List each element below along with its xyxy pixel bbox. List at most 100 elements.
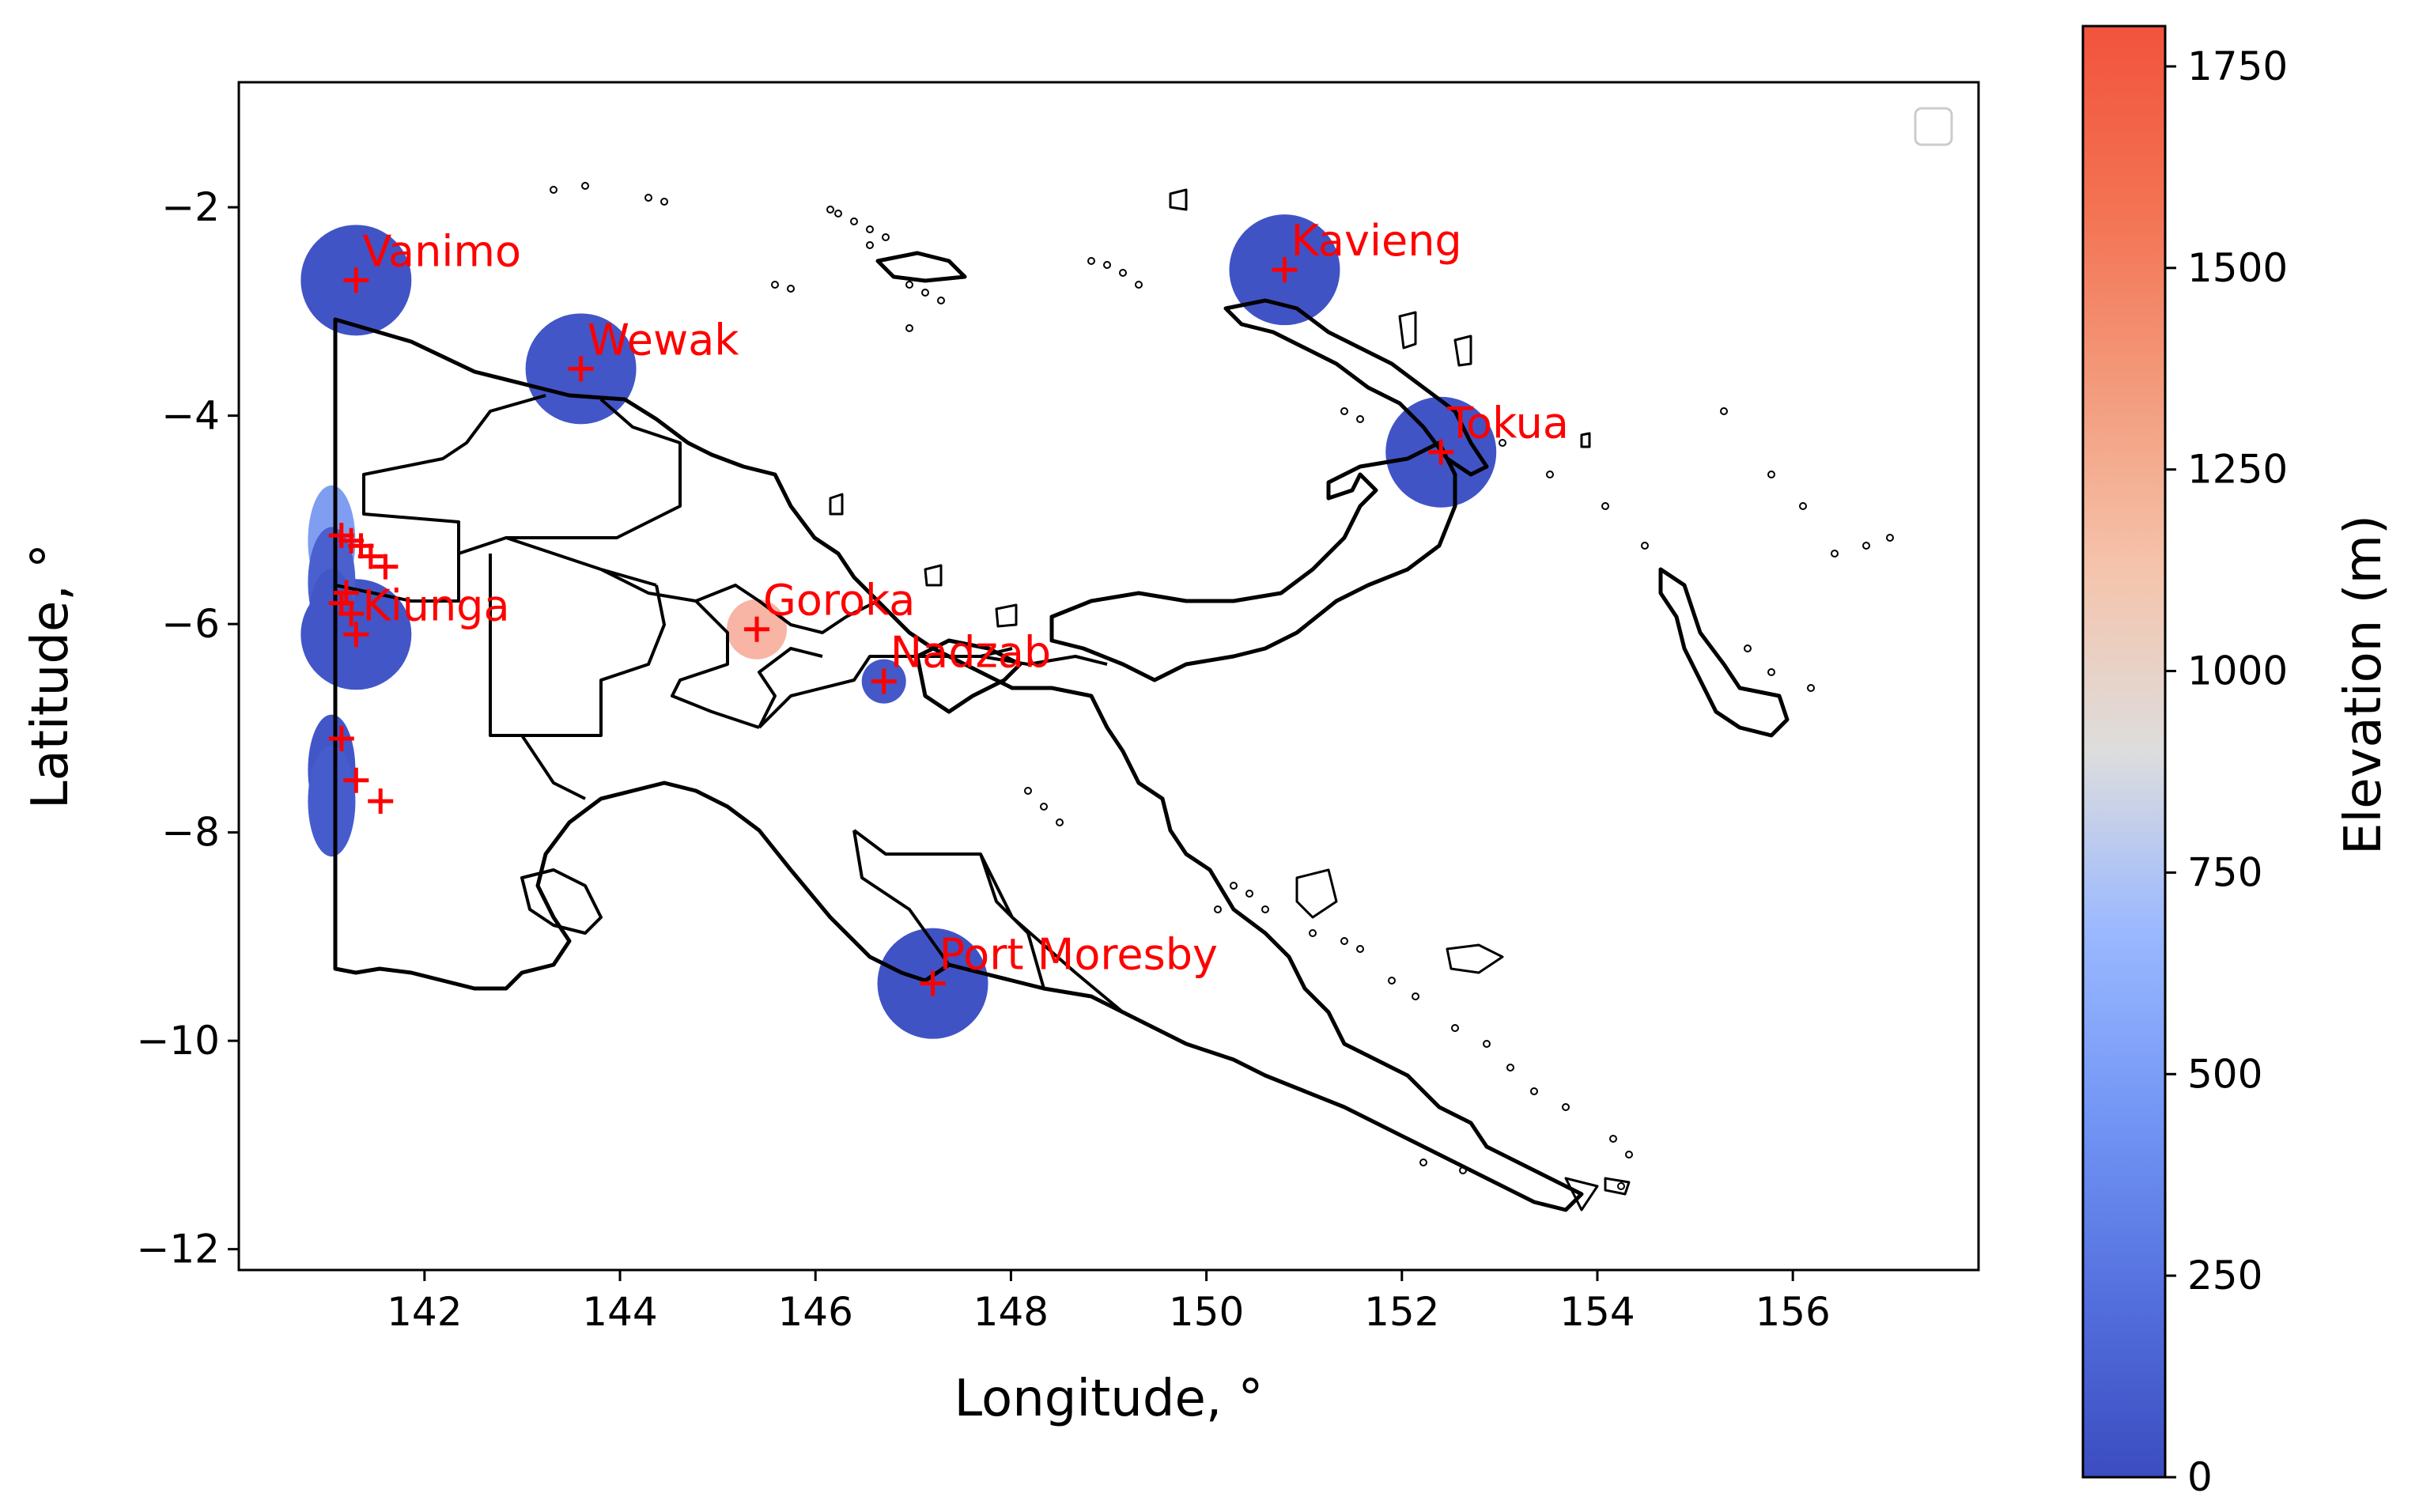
city-marker: [920, 970, 946, 996]
city-markers: [328, 257, 1454, 996]
islet: [1040, 803, 1048, 811]
islet: [1483, 1040, 1491, 1048]
islet: [1309, 929, 1317, 937]
islet: [921, 289, 929, 297]
mainland-outline: [333, 317, 1584, 1212]
y-tick-label: −10: [136, 1018, 220, 1064]
islet: [1214, 905, 1222, 913]
city-marker: [568, 356, 594, 382]
x-tick-label: 144: [582, 1289, 657, 1335]
legend-box: [1914, 107, 1953, 146]
huon-outline: [915, 638, 1022, 714]
new-britain-outline: [1049, 440, 1457, 682]
colorbar-gradient: [2081, 25, 2167, 1479]
elevation-patch: [308, 569, 356, 680]
bougainville-outline: [1658, 567, 1790, 738]
colorbar-label: Elevation (m): [2334, 515, 2393, 855]
y-tick-label: −8: [161, 810, 220, 856]
colorbar-tick-label: 500: [2187, 1051, 2262, 1097]
city-label: Nadzab: [890, 628, 1051, 678]
colorbar-ticks: 0 250 500 750 1000 1250 1500 1750: [2165, 43, 2288, 1500]
x-tick-label: 150: [1169, 1289, 1244, 1335]
city-marker: [333, 580, 359, 606]
islet: [1499, 439, 1506, 447]
x-tick-label: 156: [1755, 1289, 1830, 1335]
islet: [1340, 937, 1348, 945]
y-axis-label: Latitude, °: [21, 543, 80, 809]
islet: [1562, 1103, 1570, 1111]
islet: [1767, 668, 1775, 676]
islet: [1886, 534, 1894, 542]
islet: [1135, 281, 1143, 289]
colorbar-tick-label: 0: [2187, 1454, 2213, 1500]
city-marker: [343, 622, 369, 648]
islet: [644, 194, 652, 202]
city-marker: [368, 788, 394, 815]
islet: [1506, 1064, 1514, 1072]
islet: [866, 241, 874, 249]
islet: [905, 324, 913, 332]
colorbar-tick-label: 1500: [2187, 245, 2288, 291]
islet: [1720, 407, 1728, 415]
islet: [1230, 882, 1238, 890]
city-label: Vanimo: [362, 226, 521, 276]
y-axis-ticks: −2 −4 −6 −8 −10 −12: [136, 184, 239, 1272]
islet: [550, 186, 558, 194]
y-tick-label: −6: [161, 601, 220, 647]
islet: [1641, 542, 1649, 550]
small-islands: [550, 182, 1894, 1190]
islet: [1807, 684, 1815, 692]
city-marker: [871, 668, 897, 694]
city-marker: [744, 616, 770, 642]
city-label: Tokua: [1446, 399, 1569, 448]
city-label: Goroka: [763, 576, 915, 626]
islet: [905, 281, 913, 289]
north-islands-outline: [829, 188, 1631, 1211]
islet: [787, 285, 795, 293]
fly-delta-outline: [520, 868, 603, 935]
islet: [771, 281, 779, 289]
x-tick-label: 154: [1559, 1289, 1635, 1335]
city-labels: Vanimo Wewak Kavieng Tokua Kiunga GorokaNadza…: [362, 216, 1569, 980]
y-tick-label: −2: [161, 184, 220, 230]
x-axis-ticks: 142 144 146 148 150 152 154 156: [387, 1270, 1831, 1335]
elevation-patch: [308, 746, 356, 857]
islet: [1625, 1151, 1633, 1159]
islet: [1609, 1135, 1617, 1143]
islet: [1744, 644, 1752, 652]
islet: [660, 198, 668, 206]
coastline-outlines: [333, 188, 1790, 1212]
islet: [1601, 502, 1609, 510]
colorbar-tick-label: 750: [2187, 849, 2262, 895]
islet: [1546, 471, 1554, 478]
x-tick-label: 146: [777, 1289, 852, 1335]
city-label: Kiunga: [362, 580, 509, 630]
city-marker: [372, 554, 399, 580]
islet: [1617, 1182, 1625, 1190]
city-marker: [338, 600, 365, 626]
plot-frame: [237, 81, 1980, 1272]
islet: [826, 206, 834, 214]
city-marker: [343, 767, 369, 793]
islet: [1388, 977, 1396, 985]
islet: [1245, 890, 1253, 898]
islet: [1419, 1159, 1427, 1166]
islet: [1119, 269, 1127, 277]
islet: [1103, 261, 1111, 269]
islet: [1862, 542, 1870, 550]
islet: [834, 210, 842, 217]
islet: [1530, 1087, 1538, 1095]
islet: [866, 225, 874, 233]
colorbar: 0 250 500 750 1000 1250 1500 1750 Elevation (m): [2081, 25, 2393, 1500]
islet: [1356, 415, 1364, 423]
x-axis-label: Longitude, °: [954, 1370, 1264, 1428]
city-label: Wewak: [588, 315, 740, 365]
islet: [581, 182, 589, 190]
colorbar-tick-label: 250: [2187, 1253, 2262, 1298]
city-label: Kavieng: [1291, 216, 1461, 266]
islet: [1767, 471, 1775, 478]
islet: [1024, 787, 1032, 795]
province-borders: [334, 319, 1124, 1014]
islet: [1451, 1024, 1459, 1032]
